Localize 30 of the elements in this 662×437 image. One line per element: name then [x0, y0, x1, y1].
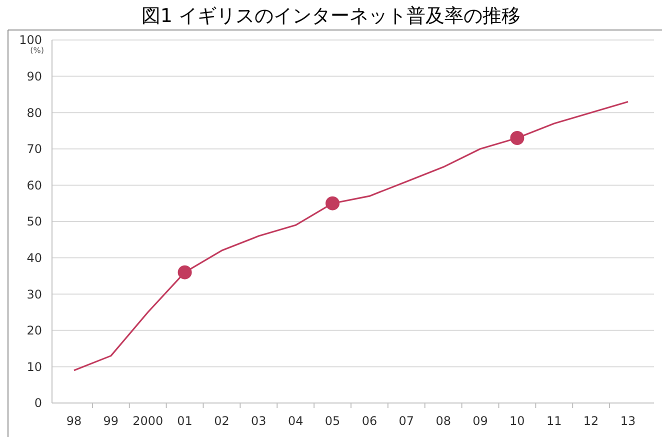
x-tick-label: 06 [362, 414, 378, 428]
line-series [73, 100, 629, 372]
x-tick-label: 03 [251, 414, 266, 428]
y-tick-label: 70 [26, 142, 42, 156]
x-tick-label: 05 [324, 414, 340, 428]
x-tick-label: 12 [583, 414, 599, 428]
y-tick-label: 80 [26, 106, 42, 120]
y-tick-label: 0 [34, 396, 42, 410]
x-tick-label: 04 [288, 414, 304, 428]
x-tick-label: 2000 [132, 414, 164, 428]
x-tick-label: 99 [103, 414, 119, 428]
x-tick-label: 13 [620, 414, 636, 428]
y-tick-label: 20 [26, 324, 42, 338]
x-tick-label: 07 [398, 414, 414, 428]
y-tick-label: 100 [19, 33, 42, 48]
x-tick-label: 10 [510, 414, 525, 428]
chart-title: 図1 イギリスのインターネット普及率の推移 [141, 5, 521, 27]
x-tick-label: 08 [436, 414, 451, 428]
y-tick-label: 10 [26, 360, 42, 374]
x-tick-label: 11 [546, 414, 562, 428]
y-tick-label: 60 [26, 178, 42, 192]
y-tick-label: 30 [26, 287, 42, 302]
y-tick-label: 50 [26, 214, 42, 229]
y-axis-title: (%) [30, 46, 44, 55]
x-tick-label: 09 [472, 414, 488, 428]
y-tick-label: 90 [26, 70, 42, 84]
y-tick-label: 40 [26, 251, 42, 265]
x-tick-label: 01 [177, 414, 192, 428]
x-tick-label: 98 [66, 414, 82, 428]
x-tick-label: 02 [214, 414, 230, 428]
